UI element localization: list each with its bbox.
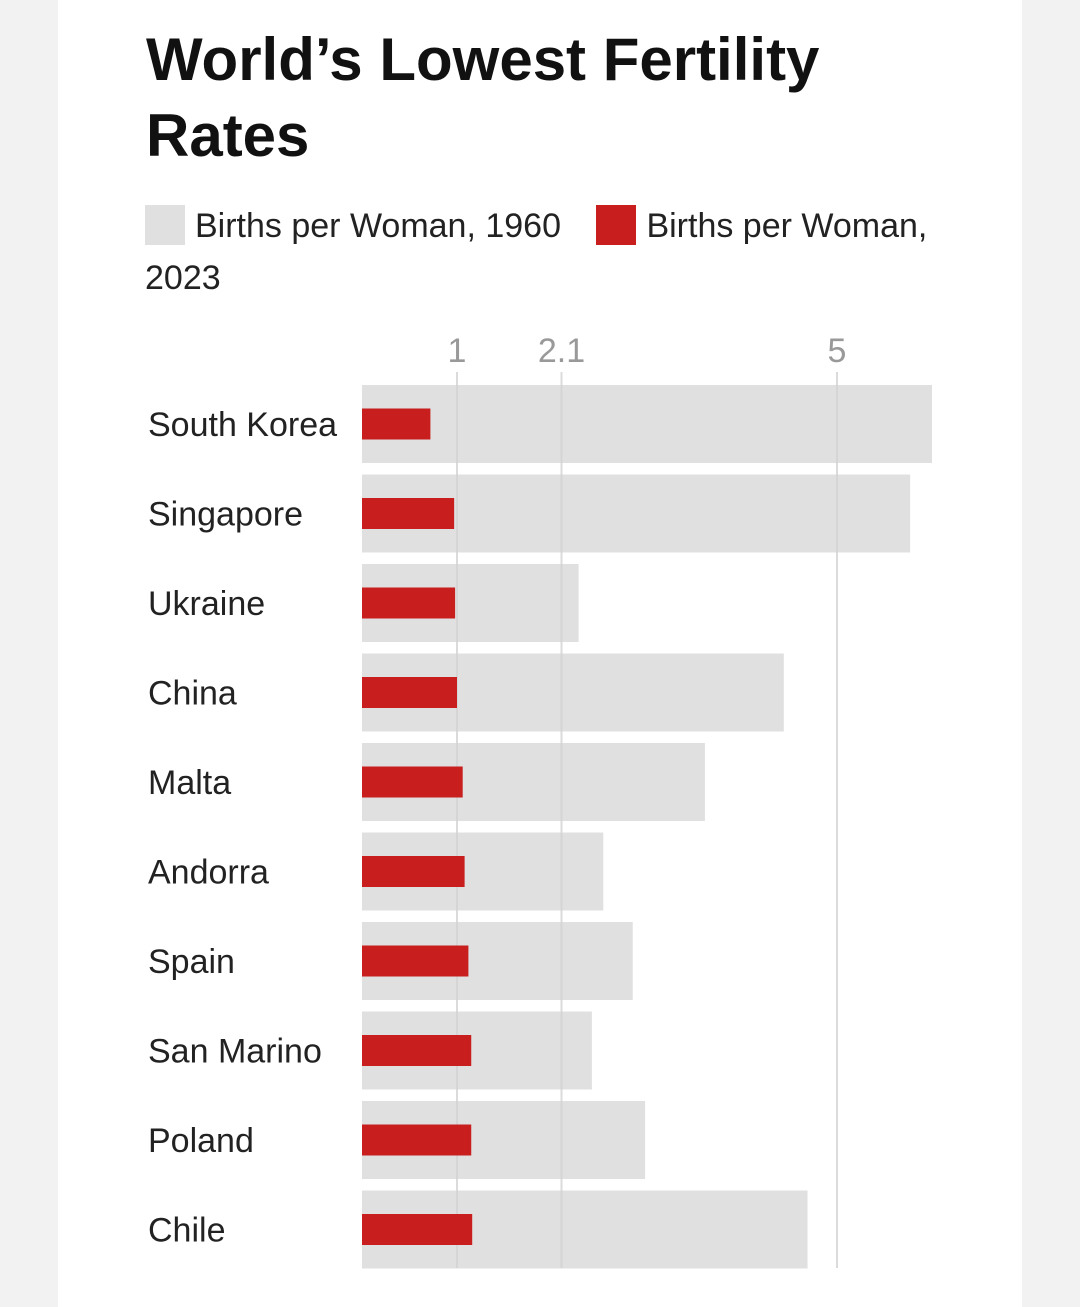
bar-2023 [362,1214,473,1245]
category-label: Andorra [148,854,269,892]
category-label: Singapore [148,496,303,534]
bar-2023 [362,766,463,798]
legend-swatch-1960 [145,205,185,245]
bar-1960 [362,385,932,463]
chart-title: World’s Lowest Fertility Rates [146,26,820,169]
x-tick-label: 1 [448,332,467,370]
category-label: Ukraine [148,585,265,623]
legend-item-2023: Births per Woman, 2023 [145,205,928,297]
category-label: South Korea [148,406,337,444]
bar-2023 [362,1035,472,1066]
legend: Births per Woman, 1960 Births per Woman,… [145,200,945,304]
category-label: San Marino [148,1033,322,1071]
bar-2023 [362,856,465,887]
bar-2023 [362,408,431,440]
bar-2023 [362,498,455,529]
bar-2023 [362,587,456,619]
legend-item-1960: Births per Woman, 1960 [145,205,561,245]
legend-swatch-2023 [596,205,637,245]
category-label: Poland [148,1122,254,1160]
bar-2023 [362,945,469,977]
category-label: Malta [148,764,231,802]
legend-label-2023: Births per Woman, 2023 [145,207,928,297]
bar-2023 [362,1124,472,1156]
category-label: Spain [148,943,235,981]
category-label: Chile [148,1212,225,1250]
category-label: China [148,675,237,713]
bar-2023 [362,677,457,708]
x-tick-label: 5 [828,332,847,370]
legend-label-1960: Births per Woman, 1960 [195,207,561,245]
x-tick-label: 2.1 [538,332,585,370]
